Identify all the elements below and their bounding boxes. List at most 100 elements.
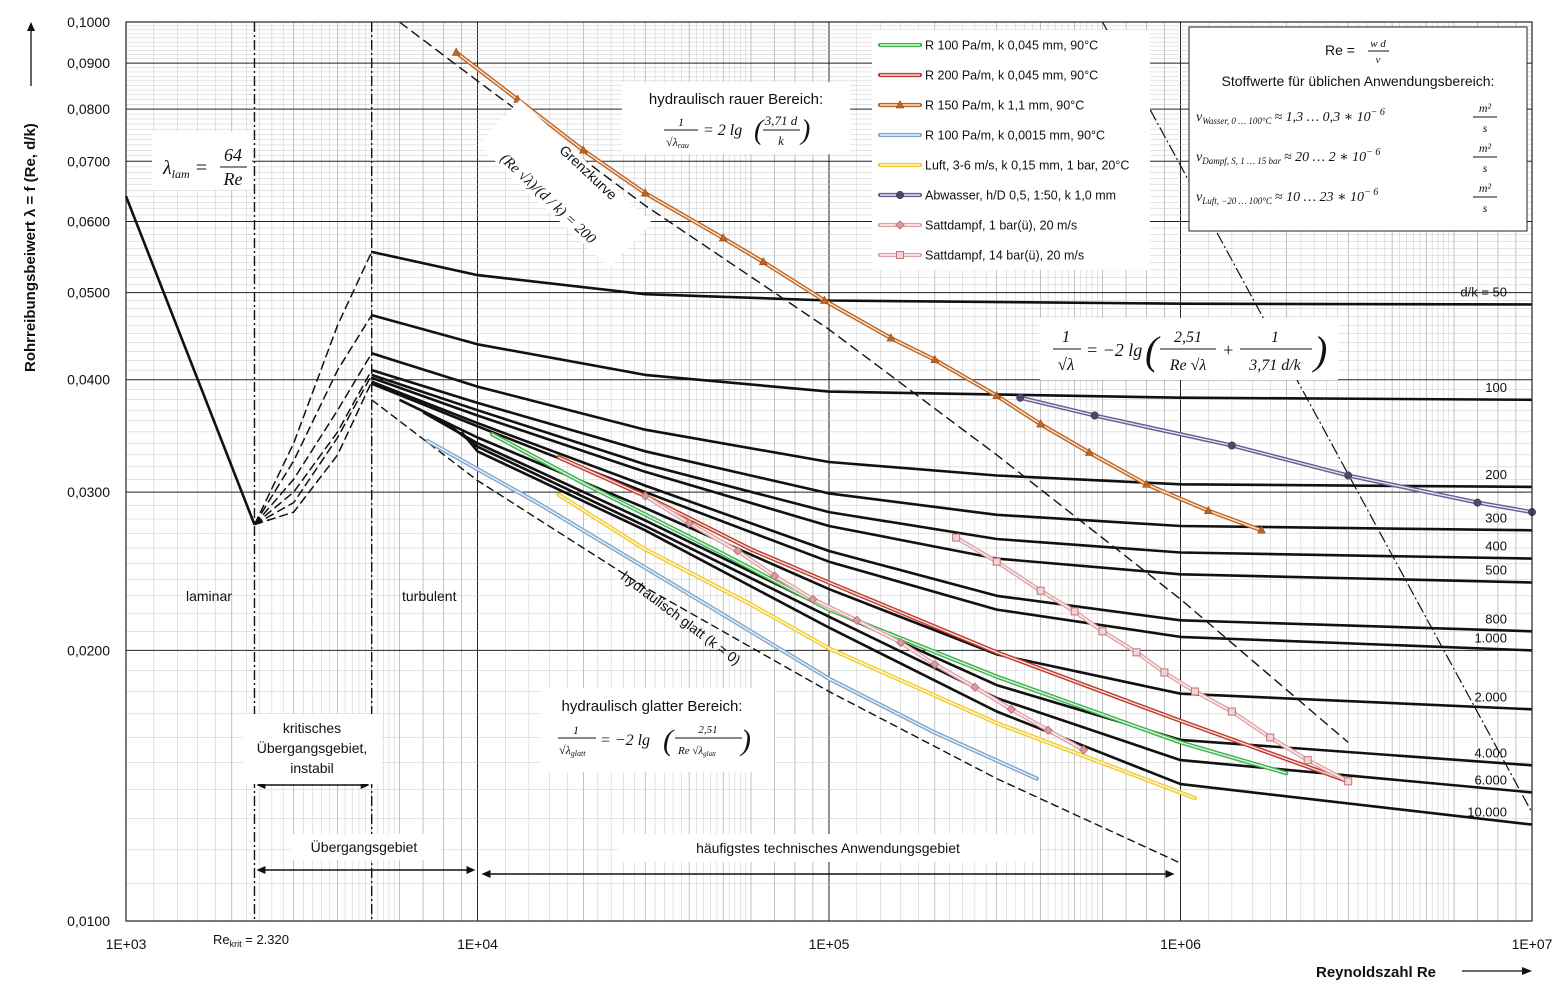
series-marker [1036,419,1046,428]
colebrook-b-num: 1 [1271,329,1279,346]
turbulent-label: turbulent [402,588,457,604]
colebrook-paren-open: ( [1145,328,1161,373]
smooth-arg-den: Re √λglatt [677,745,717,758]
series-marker [578,145,588,154]
roughness-label: 1.000 [1474,630,1507,645]
series-marker [1227,441,1236,450]
series-marker [1006,704,1016,714]
roughness-label: 4.000 [1474,745,1507,760]
info-heading: Stoffwerte für üblichen Anwendungsbereic… [1222,73,1495,89]
series-marker [930,354,940,364]
series-line [451,47,1266,534]
rough-num: 1 [678,115,684,129]
series-marker [1227,707,1236,716]
series-marker [769,571,780,581]
x-tick-label: 1E+04 [457,936,498,952]
laminar-lambda-symbol: λ [162,157,172,179]
smooth-arg-den-main: Re √λ [677,745,703,757]
series-line [1016,393,1537,517]
roughness-curve [398,398,1533,711]
y-tick-label: 0,0400 [67,372,110,388]
roughness-curve [371,376,1533,584]
series-marker [808,594,818,604]
y-tick-label: 0,0500 [67,285,110,301]
series-marker [718,233,728,242]
transition-curve [253,314,373,525]
info-row-text: νDampf, S, 1 … 15 bar ≈ 20 … 2 ∗ 10− 6 [1196,147,1380,166]
series-marker [1098,627,1107,636]
legend-entry: R 100 Pa/m, k 0,045 mm, 90°C [877,39,1098,53]
legend-label: R 150 Pa/m, k 1,1 mm, 90°C [925,99,1084,113]
y-tick-label: 0,0700 [67,153,110,169]
legend-entry: R 200 Pa/m, k 0,045 mm, 90°C [877,69,1098,83]
critical-line-2: Übergangsgebiet, [257,739,368,756]
info-row-value: ≈ 20 … 2 ∗ 10 [1284,150,1366,165]
plot-border [125,21,1533,922]
re-krit-value: = 2.320 [242,932,289,947]
series-marker [1036,586,1045,595]
y-axis-title: Rohrreibungsbeiwert λ = f (Re, d/k) [22,123,39,372]
transition-box-bg [291,834,441,860]
transition-curve [253,352,373,526]
series-marker [992,390,1002,399]
series-marker [896,251,904,259]
y-tick-label: 0,0800 [67,101,110,117]
series-marker [733,546,743,556]
transition-box: Übergangsgebiet [291,834,441,860]
series-marker [1142,479,1151,488]
roughness-label: 10.000 [1467,805,1507,820]
series-marker [896,637,906,648]
y-tick-label: 0,0300 [67,484,110,500]
smooth-den-sub: glatt [571,749,586,758]
roughness-label: 500 [1485,562,1507,577]
x-axis-title: Reynoldszahl Re [1316,964,1436,981]
smooth-paren-close: ) [739,724,751,757]
series-marker [1084,447,1094,456]
legend-entry: Abwasser, h/D 0,5, 1:50, k 1,0 mm [877,189,1116,203]
series-marker [451,47,461,56]
legend-label: Sattdampf, 14 bar(ü), 20 m/s [925,249,1084,263]
info-row-exp: − 6 [1371,107,1385,118]
rough-den: √λrau [666,135,689,150]
roughness-label: 300 [1485,510,1507,525]
series-marker [930,659,940,669]
roughness-curve [371,352,1533,489]
series-marker [1016,393,1025,402]
series-line [556,492,1198,801]
info-box: Re = w d ν Stoffwerte für üblichen Anwen… [1188,26,1528,232]
series-stroke-inner [955,536,1349,783]
transition-curve [254,381,373,526]
smooth-num: 1 [573,723,579,737]
y-axis-arrow-head [27,22,35,31]
rough-arg-num: 3,71 d [764,113,798,128]
critical-line-3: instabil [290,760,334,776]
series-line [952,533,1353,786]
roughness-label: d/k = 50 [1460,285,1507,300]
rough-arg-den: k [778,133,784,148]
series-marker [1160,668,1169,677]
series-marker [1257,525,1266,534]
legend: R 100 Pa/m, k 0,045 mm, 90°C R 200 Pa/m, … [872,30,1150,270]
plot-frame [125,21,1533,922]
re-definition-lhs: Re = [1325,42,1355,58]
series-marker [1344,777,1353,786]
laminar-den: Re [223,169,243,189]
series-marker [1303,756,1312,765]
rough-den-sub: rau [678,141,689,150]
series-marker [895,99,905,109]
smooth-title: hydraulisch glatter Bereich: [562,698,743,715]
smooth-curve [371,399,1181,864]
limit-curve [399,21,1349,743]
series-marker [1191,687,1200,696]
colebrook-plus: + [1222,340,1234,360]
series-marker [970,682,980,692]
laminar-lambda: λlam = [162,157,208,181]
y-axis-title-group: Rohrreibungsbeiwert λ = f (Re, d/k) [22,22,39,372]
roughness-label: 6.000 [1474,772,1507,787]
smooth-rhs: = −2 lg [600,732,650,749]
info-row-unit-num: m² [1479,101,1492,115]
roughness-label: 200 [1485,467,1507,482]
critical-box-bg [243,714,381,784]
series-marker [1473,498,1482,507]
re-krit-label: Rekrit = 2.320 [213,932,289,949]
